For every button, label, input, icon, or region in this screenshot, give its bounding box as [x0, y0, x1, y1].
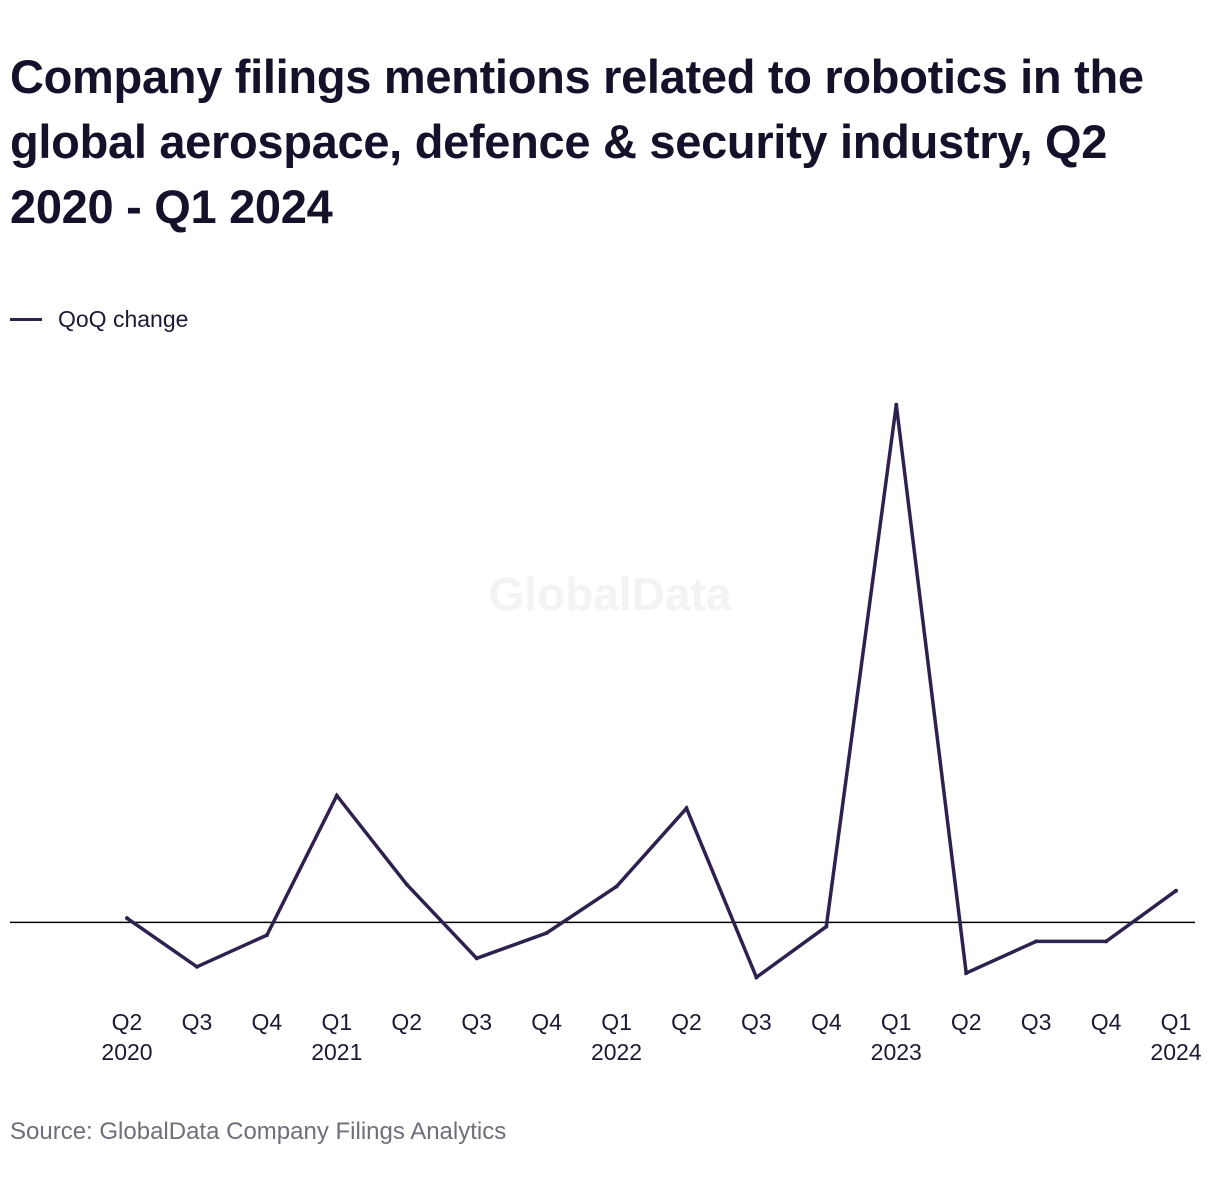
x-tick-label: Q1	[881, 1009, 912, 1035]
x-tick-label: Q3	[741, 1009, 772, 1035]
data-point	[194, 964, 199, 969]
data-point	[404, 882, 409, 887]
x-axis-ticks: Q2 2020 Q3 Q4 Q1 2021 Q2 Q3 Q4 Q1 2022 Q2 Q3 Q4 Q1 2023…	[101, 1009, 1201, 1065]
data-point	[894, 402, 899, 407]
series-group	[125, 402, 1178, 981]
x-tick-label: Q2	[391, 1009, 422, 1035]
data-point	[125, 916, 129, 921]
x-tick-year-label: 2024	[1150, 1039, 1201, 1065]
x-tick-label: Q1	[1161, 1009, 1192, 1035]
data-point	[754, 975, 759, 980]
data-point	[544, 930, 549, 935]
x-tick-label: Q3	[182, 1009, 213, 1035]
watermark: GlobalData	[489, 568, 732, 620]
data-point	[684, 806, 689, 811]
data-point	[1034, 939, 1039, 944]
x-tick-year-label: 2021	[311, 1039, 362, 1065]
x-tick-year-label: 2020	[101, 1039, 152, 1065]
data-point	[1174, 888, 1178, 893]
x-tick-label: Q4	[1091, 1009, 1122, 1035]
x-tick-label: Q4	[252, 1009, 283, 1035]
legend-swatch	[10, 318, 42, 321]
source-note: Source: GlobalData Company Filings Analy…	[10, 1118, 507, 1145]
data-point	[474, 956, 479, 961]
data-point	[824, 924, 829, 929]
x-tick-label: Q4	[531, 1009, 562, 1035]
x-tick-year-label: 2023	[871, 1039, 922, 1065]
x-tick-label: Q1	[321, 1009, 352, 1035]
x-tick-label: Q3	[1021, 1009, 1052, 1035]
data-point	[614, 884, 619, 889]
data-point	[334, 793, 339, 798]
legend-label: QoQ change	[58, 306, 189, 332]
data-point	[1104, 939, 1109, 944]
x-tick-label: Q2	[671, 1009, 702, 1035]
data-point	[964, 971, 969, 976]
x-tick-label: Q3	[461, 1009, 492, 1035]
x-tick-label: Q1	[601, 1009, 632, 1035]
x-tick-year-label: 2022	[591, 1039, 642, 1065]
series-line-qoq-change	[126, 404, 1178, 981]
legend: QoQ change	[10, 306, 188, 333]
x-tick-label: Q2	[951, 1009, 982, 1035]
data-point	[264, 933, 269, 938]
x-tick-label: Q2	[112, 1009, 143, 1035]
chart-title: Company filings mentions related to robo…	[10, 50, 1144, 233]
x-tick-label: Q4	[811, 1009, 842, 1035]
